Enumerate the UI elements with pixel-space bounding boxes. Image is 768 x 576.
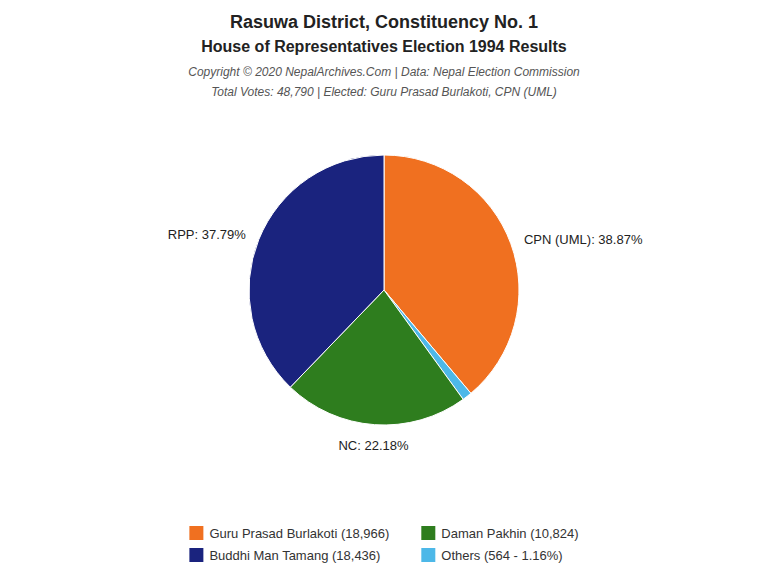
- pie-slice: [249, 155, 384, 387]
- legend-swatch: [189, 548, 203, 562]
- legend-item: Daman Pakhin (10,824): [421, 526, 578, 541]
- legend-item: Others (564 - 1.16%): [421, 548, 562, 563]
- header: Rasuwa District, Constituency No. 1 House…: [188, 12, 580, 99]
- annotation: Total Votes: 48,790 | Elected: Guru Pras…: [211, 85, 557, 99]
- legend-label: Daman Pakhin (10,824): [441, 526, 578, 541]
- slice-labels: CPN (UML): 38.87% NC: 22.18% RPP: 37.79%: [168, 227, 643, 454]
- slice-label: CPN (UML): 38.87%: [524, 232, 643, 247]
- slice-label: NC: 22.18%: [338, 438, 409, 453]
- legend-item: Buddhi Man Tamang (18,436): [189, 548, 380, 563]
- annotation: Copyright © 2020 NepalArchives.Com | Dat…: [188, 65, 580, 79]
- legend-label: Guru Prasad Burlakoti (18,966): [209, 526, 389, 541]
- legend: Guru Prasad Burlakoti (18,966) Buddhi Man…: [189, 526, 578, 563]
- legend-swatch: [421, 526, 435, 540]
- slice-label: RPP: 37.79%: [168, 227, 246, 242]
- legend-label: Buddhi Man Tamang (18,436): [209, 548, 380, 563]
- legend-label: Others (564 - 1.16%): [441, 548, 562, 563]
- legend-swatch: [189, 526, 203, 540]
- title: Rasuwa District, Constituency No. 1: [230, 12, 538, 32]
- pie: [249, 155, 519, 425]
- legend-swatch: [421, 548, 435, 562]
- subtitle: House of Representatives Election 1994 R…: [201, 38, 567, 55]
- legend-item: Guru Prasad Burlakoti (18,966): [189, 526, 389, 541]
- chart: Rasuwa District, Constituency No. 1 House…: [0, 0, 768, 576]
